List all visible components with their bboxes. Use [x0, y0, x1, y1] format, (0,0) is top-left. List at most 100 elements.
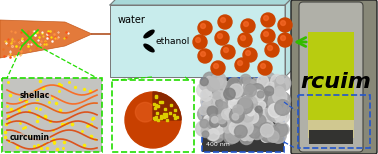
Circle shape: [275, 87, 284, 96]
Circle shape: [239, 97, 251, 109]
Circle shape: [273, 122, 288, 137]
Circle shape: [277, 113, 285, 121]
Circle shape: [233, 109, 244, 119]
Circle shape: [224, 83, 237, 96]
Circle shape: [216, 78, 223, 85]
Circle shape: [265, 97, 279, 110]
Circle shape: [256, 88, 267, 100]
Circle shape: [280, 21, 285, 26]
Circle shape: [243, 77, 249, 83]
Circle shape: [234, 98, 246, 109]
Circle shape: [265, 43, 279, 57]
Circle shape: [275, 92, 291, 108]
Circle shape: [267, 108, 281, 121]
Circle shape: [267, 127, 280, 139]
Circle shape: [201, 96, 211, 107]
Circle shape: [206, 83, 219, 96]
Circle shape: [211, 72, 226, 88]
Circle shape: [257, 87, 268, 99]
Circle shape: [209, 127, 225, 142]
Circle shape: [213, 123, 224, 134]
Circle shape: [231, 106, 243, 119]
Circle shape: [245, 109, 253, 116]
Circle shape: [248, 118, 260, 130]
Bar: [202, 78, 284, 152]
Circle shape: [220, 120, 227, 127]
Circle shape: [261, 13, 275, 27]
Circle shape: [249, 98, 257, 106]
Polygon shape: [285, 0, 307, 77]
Circle shape: [256, 101, 266, 112]
Circle shape: [273, 109, 280, 116]
Circle shape: [246, 84, 254, 92]
Circle shape: [240, 74, 251, 85]
Circle shape: [218, 127, 229, 138]
Bar: [2, 78, 102, 152]
Bar: [309, 130, 353, 144]
Circle shape: [254, 128, 260, 134]
Circle shape: [246, 133, 254, 141]
Circle shape: [209, 118, 221, 130]
Circle shape: [237, 120, 253, 136]
Circle shape: [213, 92, 221, 99]
Circle shape: [250, 78, 261, 89]
Circle shape: [266, 127, 273, 134]
Circle shape: [233, 89, 249, 105]
Circle shape: [239, 110, 251, 122]
Circle shape: [253, 90, 265, 102]
Circle shape: [212, 127, 223, 138]
Circle shape: [198, 21, 212, 35]
Circle shape: [237, 119, 251, 133]
Circle shape: [227, 101, 241, 115]
Circle shape: [232, 110, 244, 122]
Circle shape: [215, 31, 229, 45]
Circle shape: [249, 114, 256, 121]
Circle shape: [257, 99, 271, 112]
Circle shape: [218, 15, 232, 29]
Circle shape: [222, 109, 232, 120]
Circle shape: [232, 127, 242, 136]
Circle shape: [269, 101, 284, 117]
Circle shape: [261, 92, 275, 106]
Circle shape: [241, 19, 255, 33]
Circle shape: [268, 46, 273, 51]
Circle shape: [222, 107, 236, 122]
Circle shape: [222, 115, 232, 126]
Circle shape: [266, 82, 275, 91]
Ellipse shape: [144, 30, 154, 38]
Circle shape: [212, 107, 225, 121]
Circle shape: [221, 45, 235, 59]
Circle shape: [261, 120, 274, 133]
Circle shape: [211, 61, 225, 75]
Circle shape: [198, 106, 213, 122]
Text: water: water: [118, 15, 146, 25]
Circle shape: [220, 81, 227, 88]
Circle shape: [249, 126, 260, 138]
Circle shape: [222, 99, 237, 115]
Circle shape: [232, 99, 240, 106]
Circle shape: [203, 72, 217, 86]
Text: shellac: shellac: [20, 91, 50, 100]
Circle shape: [201, 79, 212, 89]
Circle shape: [208, 129, 219, 141]
Circle shape: [253, 85, 260, 93]
Circle shape: [263, 94, 277, 107]
Circle shape: [217, 119, 229, 131]
Circle shape: [207, 106, 218, 117]
Circle shape: [260, 130, 270, 140]
Circle shape: [224, 90, 240, 105]
Circle shape: [273, 89, 287, 104]
Circle shape: [225, 106, 239, 119]
Circle shape: [201, 24, 206, 28]
Circle shape: [233, 107, 248, 123]
Circle shape: [232, 130, 240, 138]
Circle shape: [260, 111, 269, 120]
Circle shape: [200, 81, 209, 90]
Circle shape: [243, 92, 257, 106]
Circle shape: [263, 16, 268, 20]
Circle shape: [274, 107, 287, 120]
Circle shape: [275, 97, 285, 107]
Circle shape: [260, 123, 270, 134]
Circle shape: [233, 82, 241, 90]
Circle shape: [239, 90, 249, 101]
